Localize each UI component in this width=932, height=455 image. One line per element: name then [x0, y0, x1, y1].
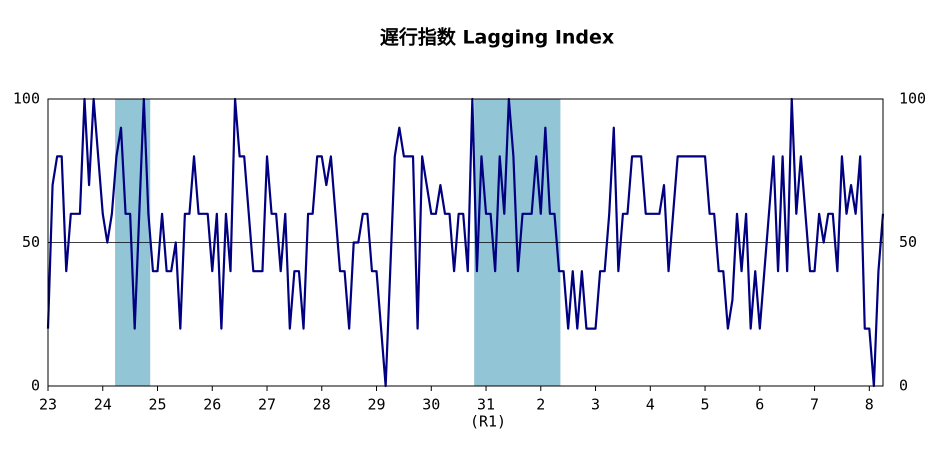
x-tick-label: 24	[94, 396, 112, 414]
y2-tick-label: 0	[899, 377, 908, 395]
x-tick-label: 23	[39, 396, 57, 414]
x-tick-label: 7	[810, 396, 819, 414]
x-tick-label: 5	[701, 396, 710, 414]
y-tick-label: 100	[13, 90, 40, 108]
x-tick-label: 26	[203, 396, 221, 414]
plot-frame	[47, 98, 884, 387]
x-tick-label: 29	[367, 396, 385, 414]
x-tick-label: 27	[258, 396, 276, 414]
x-tick-label: 28	[313, 396, 331, 414]
y2-tick-label: 50	[899, 233, 917, 251]
chart-title: 遅行指数 Lagging Index	[380, 26, 614, 49]
data-line	[46, 97, 885, 388]
x-tick-label: 8	[865, 396, 874, 414]
x-tick-label: 25	[148, 396, 166, 414]
x-tick-label: 4	[646, 396, 655, 414]
y-tick-label: 50	[22, 233, 40, 251]
x-tick-label: 3	[591, 396, 600, 414]
x-tick-label: 31	[477, 396, 495, 414]
y2-tick-label: 100	[899, 90, 926, 108]
x-tick-label: 6	[755, 396, 764, 414]
annotation: (R1)	[470, 413, 506, 431]
x-tick-label: 30	[422, 396, 440, 414]
x-tick-label: 2	[536, 396, 545, 414]
y-tick-label: 0	[31, 377, 40, 395]
